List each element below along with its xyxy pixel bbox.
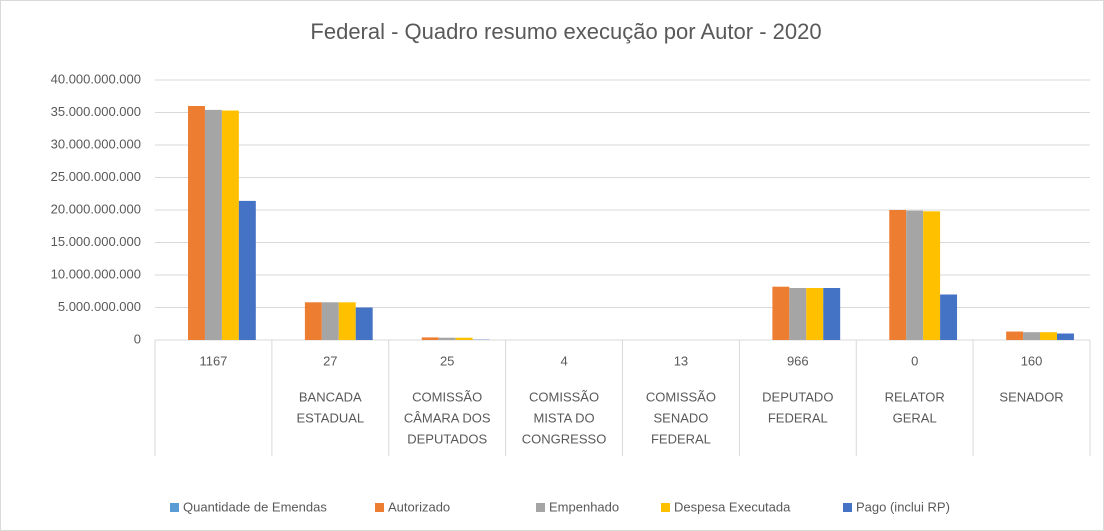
bar	[823, 288, 841, 340]
x-tick-label: COMISSÃO	[646, 389, 716, 404]
bar	[338, 302, 356, 340]
legend-swatch	[170, 503, 179, 512]
legend-label: Pago (inclui RP)	[856, 499, 950, 514]
bar	[221, 110, 239, 340]
x-tick-label: GERAL	[893, 410, 937, 425]
bar	[438, 337, 456, 340]
x-tick-label: MISTA DO	[533, 410, 594, 425]
x-tick-label: DEPUTADO	[762, 389, 833, 404]
legend-label: Quantidade de Emendas	[183, 499, 327, 514]
x-tick-label: ESTADUAL	[296, 410, 364, 425]
x-tick-label: SENADOR	[999, 389, 1063, 404]
bar	[772, 286, 790, 340]
x-tick-label: COMISSÃO	[412, 389, 482, 404]
y-tick-label: 25.000.000.000	[51, 169, 141, 184]
legend-swatch	[661, 503, 670, 512]
y-tick-label: 15.000.000.000	[51, 234, 141, 249]
category-count-label: 160	[1021, 353, 1043, 368]
bar	[1023, 332, 1041, 340]
category-count-label: 13	[674, 353, 688, 368]
bar	[940, 294, 958, 340]
y-tick-label: 20.000.000.000	[51, 201, 141, 216]
bar	[789, 288, 807, 340]
bar	[204, 109, 222, 341]
category-count-label: 27	[323, 353, 337, 368]
bar	[1040, 332, 1057, 340]
bar	[238, 200, 256, 340]
x-tick-label: FEDERAL	[651, 431, 711, 446]
x-tick-label: CONGRESSO	[522, 431, 607, 446]
bar	[806, 288, 824, 340]
x-tick-label: RELATOR	[885, 389, 945, 404]
x-tick-label: SENADO	[653, 410, 708, 425]
x-tick-label: COMISSÃO	[529, 389, 599, 404]
x-tick-label: CÂMARA DOS	[404, 410, 491, 425]
legend-label: Autorizado	[388, 499, 450, 514]
bar	[304, 302, 322, 340]
bar	[923, 211, 941, 340]
bar	[188, 106, 205, 340]
x-tick-label: FEDERAL	[768, 410, 828, 425]
category-count-label: 25	[440, 353, 454, 368]
chart-title: Federal - Quadro resumo execução por Aut…	[310, 19, 821, 44]
category-count-label: 1167	[199, 353, 227, 368]
x-tick-label: DEPUTADOS	[407, 431, 487, 446]
category-count-label: 966	[787, 353, 809, 368]
y-tick-label: 10.000.000.000	[51, 266, 141, 281]
y-tick-label: 30.000.000.000	[51, 136, 141, 151]
bar	[321, 302, 339, 340]
legend-label: Despesa Executada	[674, 499, 791, 514]
category-count-label: 4	[560, 353, 567, 368]
legend-swatch	[375, 503, 384, 512]
category-count-label: 0	[911, 353, 918, 368]
legend-label: Empenhado	[549, 499, 619, 514]
bar	[1056, 333, 1074, 340]
legend-swatch	[536, 503, 545, 512]
x-tick-label: BANCADA	[299, 389, 362, 404]
y-tick-label: 40.000.000.000	[51, 71, 141, 86]
legend-swatch	[843, 503, 852, 512]
y-tick-label: 35.000.000.000	[51, 104, 141, 119]
bar	[1006, 331, 1024, 340]
bar	[455, 337, 473, 340]
y-tick-label: 5.000.000.000	[58, 299, 141, 314]
bar	[906, 210, 924, 340]
bar	[421, 337, 439, 340]
y-tick-label: 0	[134, 331, 141, 346]
bar	[889, 210, 907, 340]
bar	[355, 307, 373, 340]
